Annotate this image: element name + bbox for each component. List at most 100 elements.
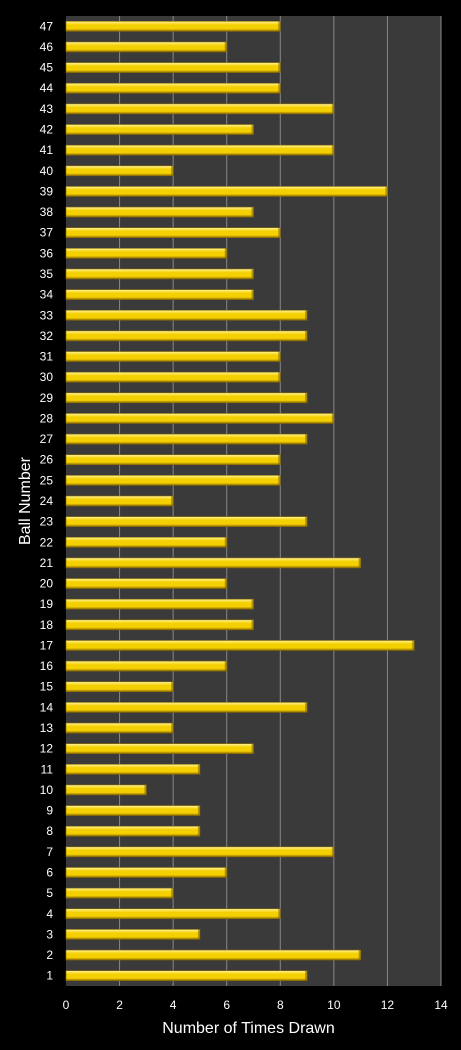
bar-cap-ball-30 [278, 372, 281, 383]
y-tick-label-42: 42 [40, 123, 54, 137]
y-tick-label-8: 8 [46, 824, 53, 838]
y-tick-label-11: 11 [41, 762, 54, 776]
bar-cap-ball-18 [251, 619, 254, 630]
y-tick-label-17: 17 [40, 638, 54, 652]
y-tick-label-15: 15 [40, 680, 54, 694]
y-tick-labels: 1234567891011121314151617181920212223242… [40, 19, 54, 982]
bar-ball-1 [65, 970, 308, 981]
bar-cap-ball-45 [278, 62, 281, 73]
bar-cap-ball-3 [197, 929, 200, 940]
bar-cap-ball-21 [358, 557, 361, 568]
y-tick-label-34: 34 [40, 288, 54, 302]
bar-ball-16 [65, 660, 228, 672]
bar-ball-18 [65, 619, 254, 631]
bar-cap-ball-35 [251, 268, 254, 279]
bar-ball-38 [65, 206, 254, 218]
bar-cap-ball-40 [171, 165, 174, 176]
y-tick-label-10: 10 [40, 783, 54, 797]
y-tick-label-5: 5 [46, 886, 53, 900]
bar-ball-28 [65, 413, 335, 424]
bar-cap-ball-24 [171, 496, 174, 506]
bar-cap-ball-11 [197, 764, 200, 775]
y-tick-label-43: 43 [40, 102, 54, 116]
y-tick-label-19: 19 [40, 597, 54, 611]
x-tick-label-12: 12 [381, 998, 395, 1012]
bar-cap-ball-39 [385, 186, 388, 197]
bar-cap-ball-1 [305, 970, 308, 981]
bar-cap-ball-13 [171, 723, 174, 734]
bar-cap-ball-31 [278, 351, 281, 362]
bar-cap-ball-25 [278, 475, 281, 486]
bar-cap-ball-43 [331, 103, 334, 114]
x-tick-label-6: 6 [223, 998, 230, 1012]
y-tick-label-7: 7 [46, 845, 53, 859]
bar-ball-47 [65, 21, 281, 32]
bar-ball-43 [65, 103, 335, 115]
bar-cap-ball-19 [251, 599, 254, 610]
x-axis-title: Number of Times Drawn [162, 1020, 335, 1037]
y-tick-label-37: 37 [40, 226, 54, 240]
bar-cap-ball-8 [197, 826, 200, 837]
y-tick-label-23: 23 [40, 515, 54, 529]
bar-cap-ball-16 [224, 661, 227, 672]
bar-cap-ball-23 [305, 516, 308, 527]
bar-cap-ball-6 [224, 867, 227, 878]
y-tick-label-4: 4 [46, 907, 53, 921]
bar-ball-30 [65, 371, 281, 383]
x-tick-label-4: 4 [170, 998, 177, 1012]
y-tick-label-21: 21 [40, 556, 54, 570]
y-tick-label-14: 14 [40, 700, 54, 714]
bar-ball-14 [65, 702, 308, 713]
bar-cap-ball-12 [251, 743, 254, 754]
bar-ball-2 [65, 949, 361, 961]
y-tick-label-41: 41 [40, 143, 54, 157]
bar-ball-32 [65, 330, 308, 342]
bar-cap-ball-42 [251, 124, 254, 135]
y-tick-label-28: 28 [40, 411, 54, 425]
bar-ball-9 [65, 805, 201, 816]
bar-cap-ball-17 [412, 640, 415, 651]
x-tick-label-10: 10 [327, 998, 341, 1012]
y-tick-label-40: 40 [40, 164, 54, 178]
bar-cap-ball-28 [331, 413, 334, 424]
bar-cap-ball-22 [224, 537, 227, 548]
bar-cap-ball-47 [278, 21, 281, 32]
bar-cap-ball-38 [251, 207, 254, 218]
bar-cap-ball-33 [305, 310, 308, 321]
y-tick-label-22: 22 [40, 535, 54, 549]
y-tick-label-36: 36 [40, 246, 54, 260]
bar-ball-29 [65, 392, 308, 404]
y-tick-label-45: 45 [40, 61, 54, 75]
y-tick-label-47: 47 [40, 19, 54, 33]
bar-ball-22 [65, 536, 228, 548]
y-tick-label-1: 1 [46, 969, 53, 983]
y-tick-label-38: 38 [40, 205, 54, 219]
bar-cap-ball-5 [171, 888, 174, 899]
bar-cap-ball-32 [305, 330, 308, 341]
y-axis-title: Ball Number [17, 456, 34, 545]
bar-cap-ball-10 [144, 784, 147, 795]
x-tick-label-2: 2 [116, 998, 123, 1012]
bar-ball-11 [65, 763, 201, 775]
bar-cap-ball-44 [278, 83, 281, 94]
y-tick-label-25: 25 [40, 473, 54, 487]
bar-cap-ball-41 [331, 145, 334, 156]
x-tick-label-0: 0 [63, 998, 70, 1012]
bar-ball-5 [65, 887, 174, 899]
y-tick-label-35: 35 [40, 267, 54, 281]
bar-ball-12 [65, 743, 254, 754]
bar-ball-4 [65, 908, 281, 920]
y-tick-label-2: 2 [46, 948, 53, 962]
y-tick-label-9: 9 [46, 804, 53, 818]
bar-cap-ball-15 [171, 681, 174, 692]
bar-cap-ball-37 [278, 227, 281, 238]
bar-ball-31 [65, 351, 281, 362]
bar-cap-ball-4 [278, 908, 281, 919]
y-tick-label-31: 31 [40, 350, 54, 364]
bar-ball-35 [65, 268, 254, 280]
bar-cap-ball-7 [331, 846, 334, 857]
bar-ball-17 [65, 640, 415, 651]
bar-ball-19 [65, 598, 254, 610]
bar-cap-ball-27 [305, 434, 308, 445]
